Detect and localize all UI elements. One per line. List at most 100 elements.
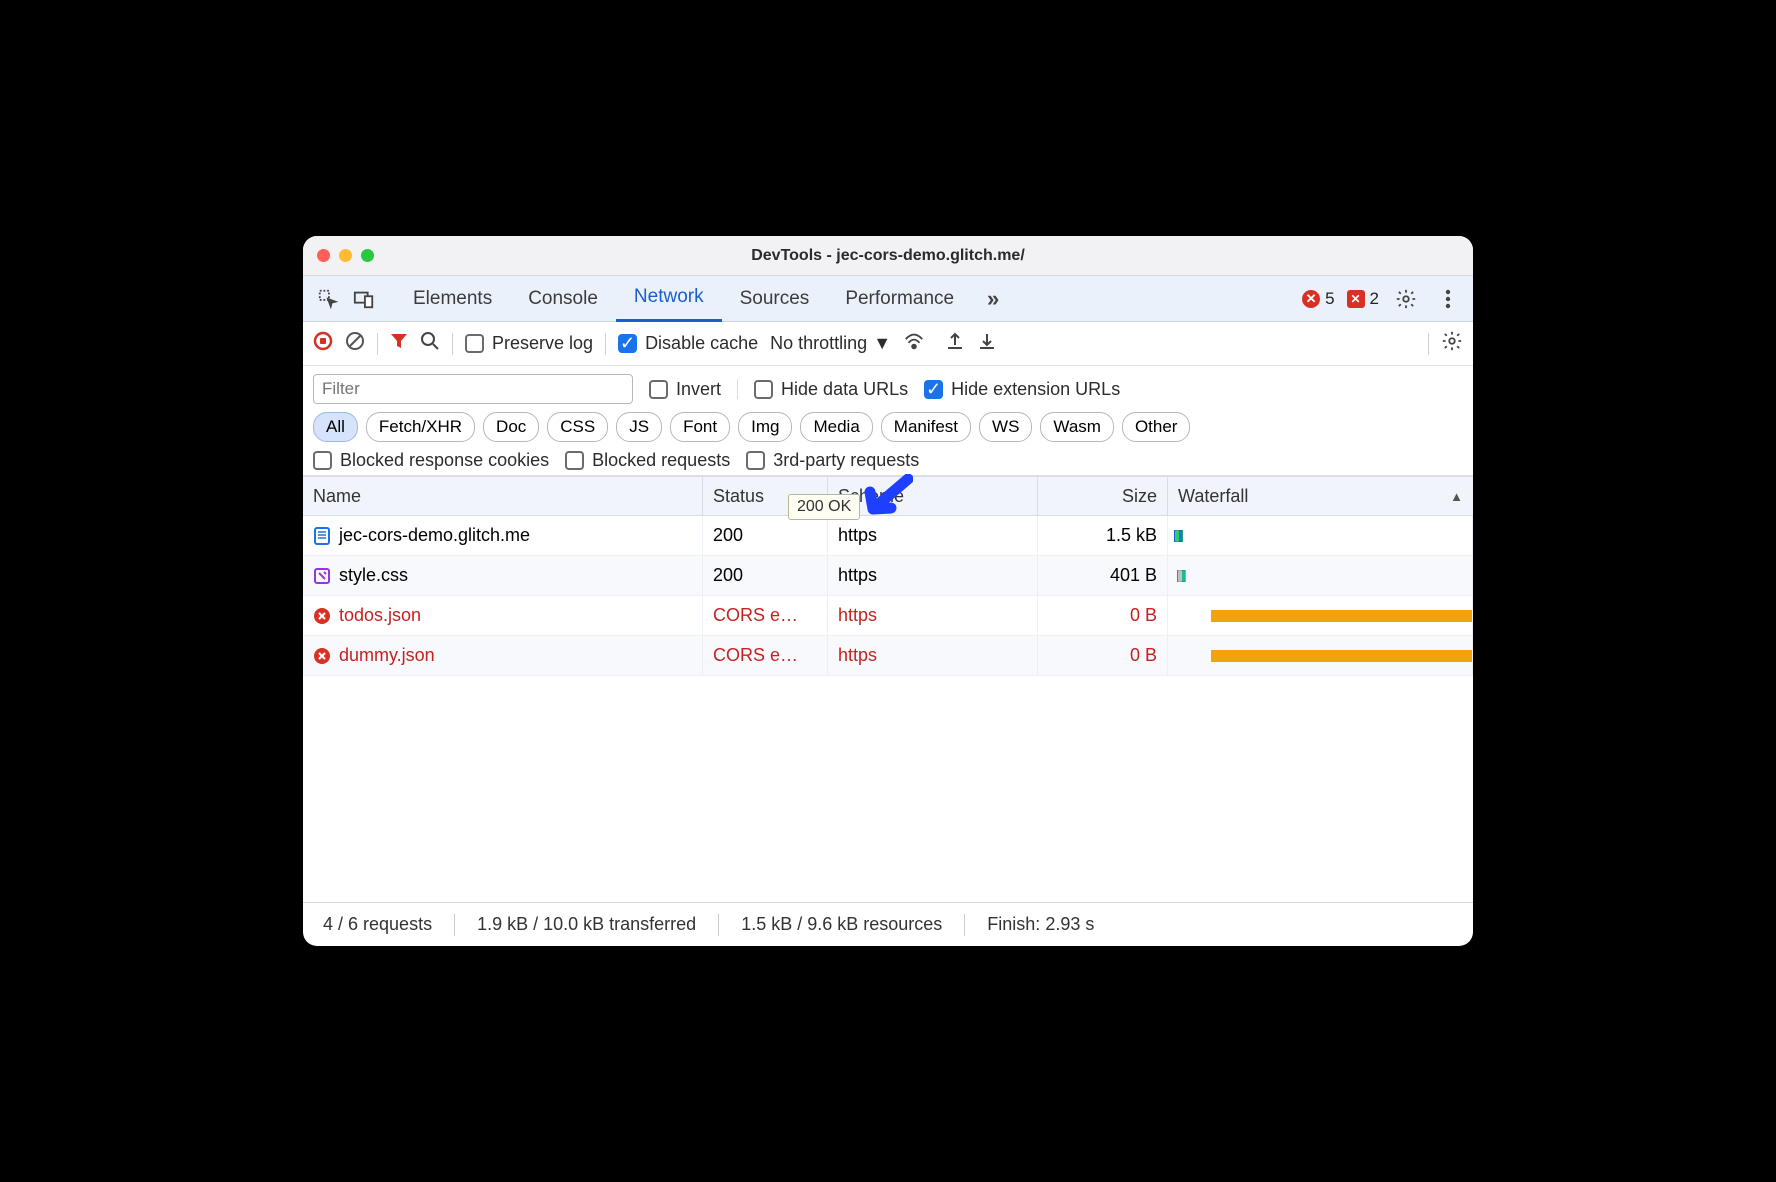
device-toolbar-icon[interactable] (349, 284, 379, 314)
minimize-button[interactable] (339, 249, 352, 262)
request-size: 1.5 kB (1038, 516, 1168, 555)
inspect-element-icon[interactable] (313, 284, 343, 314)
resources-summary: 1.5 kB / 9.6 kB resources (741, 914, 942, 935)
request-waterfall (1168, 596, 1473, 635)
filter-input[interactable] (313, 374, 633, 404)
request-scheme: https (828, 596, 1038, 635)
request-scheme: https (828, 636, 1038, 675)
table-row[interactable]: style.css200https401 B (303, 556, 1473, 596)
record-button[interactable] (313, 331, 333, 356)
error-icon (313, 607, 331, 625)
network-conditions-icon[interactable] (903, 331, 925, 356)
filter-chip-manifest[interactable]: Manifest (881, 412, 971, 442)
request-waterfall (1168, 516, 1473, 555)
filter-chip-ws[interactable]: WS (979, 412, 1032, 442)
status-bar: 4 / 6 requests 1.9 kB / 10.0 kB transfer… (303, 902, 1473, 946)
export-har-icon[interactable] (945, 331, 965, 356)
filter-chip-font[interactable]: Font (670, 412, 730, 442)
table-row[interactable]: todos.json CORS e…https0 B (303, 596, 1473, 636)
clear-button[interactable] (345, 331, 365, 356)
error-icon (313, 647, 331, 665)
tab-performance[interactable]: Performance (827, 276, 972, 322)
hide-extension-urls-checkbox[interactable]: ✓ Hide extension URLs (924, 379, 1120, 400)
panel-tabs: ElementsConsoleNetworkSourcesPerformance (395, 276, 972, 322)
network-settings-icon[interactable] (1441, 330, 1463, 357)
filter-chip-doc[interactable]: Doc (483, 412, 539, 442)
third-party-label: 3rd-party requests (773, 450, 919, 471)
more-tabs-button[interactable]: » (978, 284, 1008, 314)
filter-chip-fetchxhr[interactable]: Fetch/XHR (366, 412, 475, 442)
tab-elements[interactable]: Elements (395, 276, 510, 322)
blocked-requests-checkbox[interactable]: Blocked requests (565, 450, 730, 471)
disable-cache-checkbox[interactable]: ✓ Disable cache (618, 333, 758, 354)
titlebar: DevTools - jec-cors-demo.glitch.me/ (303, 236, 1473, 276)
error-icon: ✕ (1302, 290, 1320, 308)
devtools-window: DevTools - jec-cors-demo.glitch.me/ Elem… (303, 236, 1473, 946)
table-row[interactable]: dummy.jsonCORS e…https0 B (303, 636, 1473, 676)
preserve-log-checkbox[interactable]: Preserve log (465, 333, 593, 354)
blocked-cookies-label: Blocked response cookies (340, 450, 549, 471)
request-status: CORS e… (703, 596, 828, 635)
settings-icon[interactable] (1391, 284, 1421, 314)
filter-bar: Invert Hide data URLs ✓ Hide extension U… (303, 366, 1473, 476)
disable-cache-label: Disable cache (645, 333, 758, 354)
preserve-log-label: Preserve log (492, 333, 593, 354)
filter-chip-other[interactable]: Other (1122, 412, 1191, 442)
column-scheme[interactable]: Scheme (828, 477, 1038, 515)
hide-data-urls-checkbox[interactable]: Hide data URLs (754, 379, 908, 400)
import-har-icon[interactable] (977, 331, 997, 356)
request-status: CORS e… (703, 636, 828, 675)
finish-summary: Finish: 2.93 s (987, 914, 1094, 935)
column-name[interactable]: Name (303, 477, 703, 515)
third-party-checkbox[interactable]: 3rd-party requests (746, 450, 919, 471)
invert-label: Invert (676, 379, 721, 400)
request-name: todos.json (339, 605, 421, 626)
request-status: 200 (703, 516, 828, 555)
throttling-select[interactable]: No throttling ▼ (770, 333, 891, 354)
search-icon[interactable] (420, 331, 440, 356)
tab-network[interactable]: Network (616, 276, 722, 322)
column-waterfall[interactable]: Waterfall ▲ (1168, 477, 1473, 515)
resource-type-filters: All Fetch/XHR Doc CSS JS Font Img Media Manifest… (313, 412, 1190, 442)
errors-count: 5 (1325, 289, 1334, 309)
chevron-down-icon: ▼ (873, 333, 891, 354)
hide-data-label: Hide data URLs (781, 379, 908, 400)
filter-chip-img[interactable]: Img (738, 412, 792, 442)
kebab-menu-icon[interactable] (1433, 284, 1463, 314)
filter-icon[interactable] (390, 332, 408, 355)
request-name: style.css (339, 565, 408, 586)
hide-ext-label: Hide extension URLs (951, 379, 1120, 400)
table-row[interactable]: jec-cors-demo.glitch.me200https1.5 kB (303, 516, 1473, 556)
request-size: 401 B (1038, 556, 1168, 595)
request-waterfall (1168, 636, 1473, 675)
request-status: 200 (703, 556, 828, 595)
filter-chip-js[interactable]: JS (616, 412, 662, 442)
network-toolbar: Preserve log ✓ Disable cache No throttli… (303, 322, 1473, 366)
filter-chip-wasm[interactable]: Wasm (1040, 412, 1114, 442)
tab-sources[interactable]: Sources (722, 276, 828, 322)
invert-checkbox[interactable]: Invert (649, 379, 721, 400)
issue-icon: ✕ (1347, 290, 1365, 308)
stylesheet-icon (313, 567, 331, 585)
issues-badge[interactable]: ✕ 2 (1347, 289, 1379, 309)
filter-chip-all[interactable]: All (313, 412, 358, 442)
document-icon (313, 527, 331, 545)
column-size[interactable]: Size (1038, 477, 1168, 515)
column-status[interactable]: Status (703, 477, 828, 515)
request-waterfall (1168, 556, 1473, 595)
transferred-summary: 1.9 kB / 10.0 kB transferred (477, 914, 696, 935)
network-table-header: Name Status Scheme Size Waterfall ▲ (303, 476, 1473, 516)
errors-badge[interactable]: ✕ 5 (1302, 289, 1334, 309)
sort-indicator-icon: ▲ (1450, 489, 1463, 504)
filter-chip-media[interactable]: Media (800, 412, 872, 442)
zoom-button[interactable] (361, 249, 374, 262)
request-scheme: https (828, 516, 1038, 555)
main-tabbar: ElementsConsoleNetworkSourcesPerformance… (303, 276, 1473, 322)
blocked-cookies-checkbox[interactable]: Blocked response cookies (313, 450, 549, 471)
request-size: 0 B (1038, 596, 1168, 635)
request-size: 0 B (1038, 636, 1168, 675)
network-table-body: jec-cors-demo.glitch.me200https1.5 kB sty… (303, 516, 1473, 902)
close-button[interactable] (317, 249, 330, 262)
tab-console[interactable]: Console (510, 276, 616, 322)
filter-chip-css[interactable]: CSS (547, 412, 608, 442)
